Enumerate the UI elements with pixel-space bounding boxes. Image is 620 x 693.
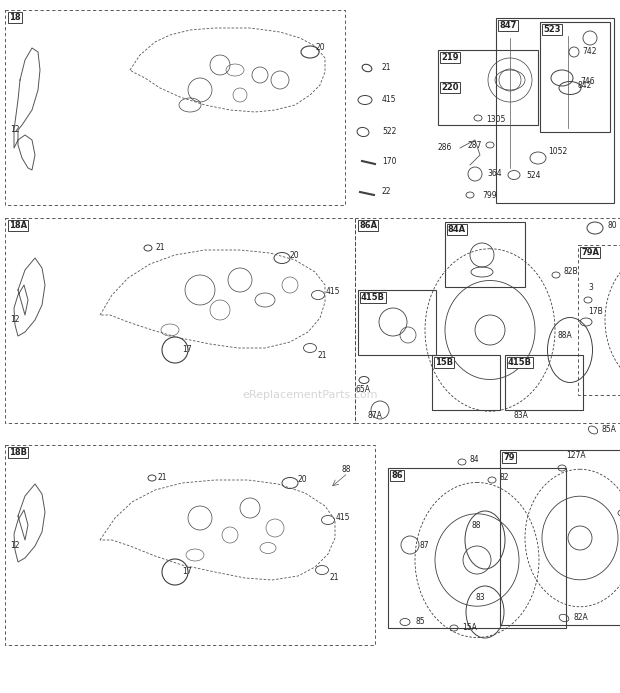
Text: 85A: 85A [602,426,617,435]
Text: 88: 88 [472,520,482,529]
Text: 87: 87 [420,541,430,550]
Text: 17B: 17B [588,308,603,317]
Text: 364: 364 [487,170,502,179]
Text: 82A: 82A [574,613,589,622]
Text: 286: 286 [438,143,453,152]
Bar [432,355,500,410]
Text: 524: 524 [526,170,541,179]
Text: 21: 21 [158,473,167,482]
Text: 17: 17 [182,346,192,355]
Text: 86: 86 [391,471,402,480]
Bar [5,218,355,423]
Text: 84A: 84A [448,225,466,234]
Bar [500,450,620,625]
Text: 523: 523 [543,25,560,34]
Text: 21: 21 [330,572,340,581]
Text: 17: 17 [182,568,192,577]
Bar [438,50,538,125]
Text: 86A: 86A [359,221,377,230]
Text: 127A: 127A [566,450,586,459]
Text: 415: 415 [336,513,350,522]
Text: 170: 170 [382,157,397,166]
Text: 21: 21 [318,351,327,360]
Text: 415: 415 [382,96,397,105]
Text: 20: 20 [290,250,299,259]
Text: 18: 18 [9,13,20,22]
Text: 18B: 18B [9,448,27,457]
Text: 21: 21 [155,243,164,252]
Bar [578,245,620,395]
Text: 847: 847 [499,21,516,30]
Text: 799: 799 [482,191,497,200]
Text: 220: 220 [441,83,459,92]
Text: 415B: 415B [361,293,385,302]
Text: 22: 22 [382,188,391,197]
Text: 82: 82 [500,473,510,482]
Text: 87A: 87A [368,410,383,419]
Text: 742: 742 [582,48,596,57]
Text: 88A: 88A [558,331,573,340]
Text: 82B: 82B [564,267,578,277]
Bar [358,290,436,355]
Text: 12: 12 [10,541,19,550]
Text: 21: 21 [382,64,391,73]
Text: 12: 12 [10,315,19,324]
Text: 522: 522 [382,128,396,137]
Text: 83A: 83A [513,410,528,419]
Bar [445,222,525,287]
Text: 65A: 65A [355,385,370,394]
Text: 1052: 1052 [548,148,567,157]
Text: 15A: 15A [462,624,477,633]
Bar [5,10,345,205]
Bar [496,18,614,203]
Text: 79A: 79A [581,248,599,257]
Text: 1305: 1305 [486,116,505,125]
Text: eReplacementParts.com: eReplacementParts.com [242,390,378,400]
Text: 83: 83 [475,593,485,602]
Text: 15B: 15B [435,358,453,367]
Text: 12: 12 [10,125,19,134]
Text: 18A: 18A [9,221,27,230]
Text: 80: 80 [608,220,618,229]
Text: 88: 88 [342,466,352,475]
Bar [355,218,620,423]
Text: 415: 415 [326,288,340,297]
Text: 219: 219 [441,53,459,62]
Text: 79: 79 [503,453,515,462]
Bar [505,355,583,410]
Text: 287: 287 [468,141,482,150]
Bar [388,468,566,628]
Text: 84: 84 [470,455,480,464]
Text: 3: 3 [588,283,593,292]
Text: 415B: 415B [508,358,532,367]
Text: 20: 20 [298,475,308,484]
Text: 85: 85 [416,617,425,626]
Text: 842: 842 [578,80,592,89]
Bar [5,445,375,645]
Text: 746: 746 [580,78,595,87]
Bar [540,22,610,132]
Text: 20: 20 [315,44,325,53]
